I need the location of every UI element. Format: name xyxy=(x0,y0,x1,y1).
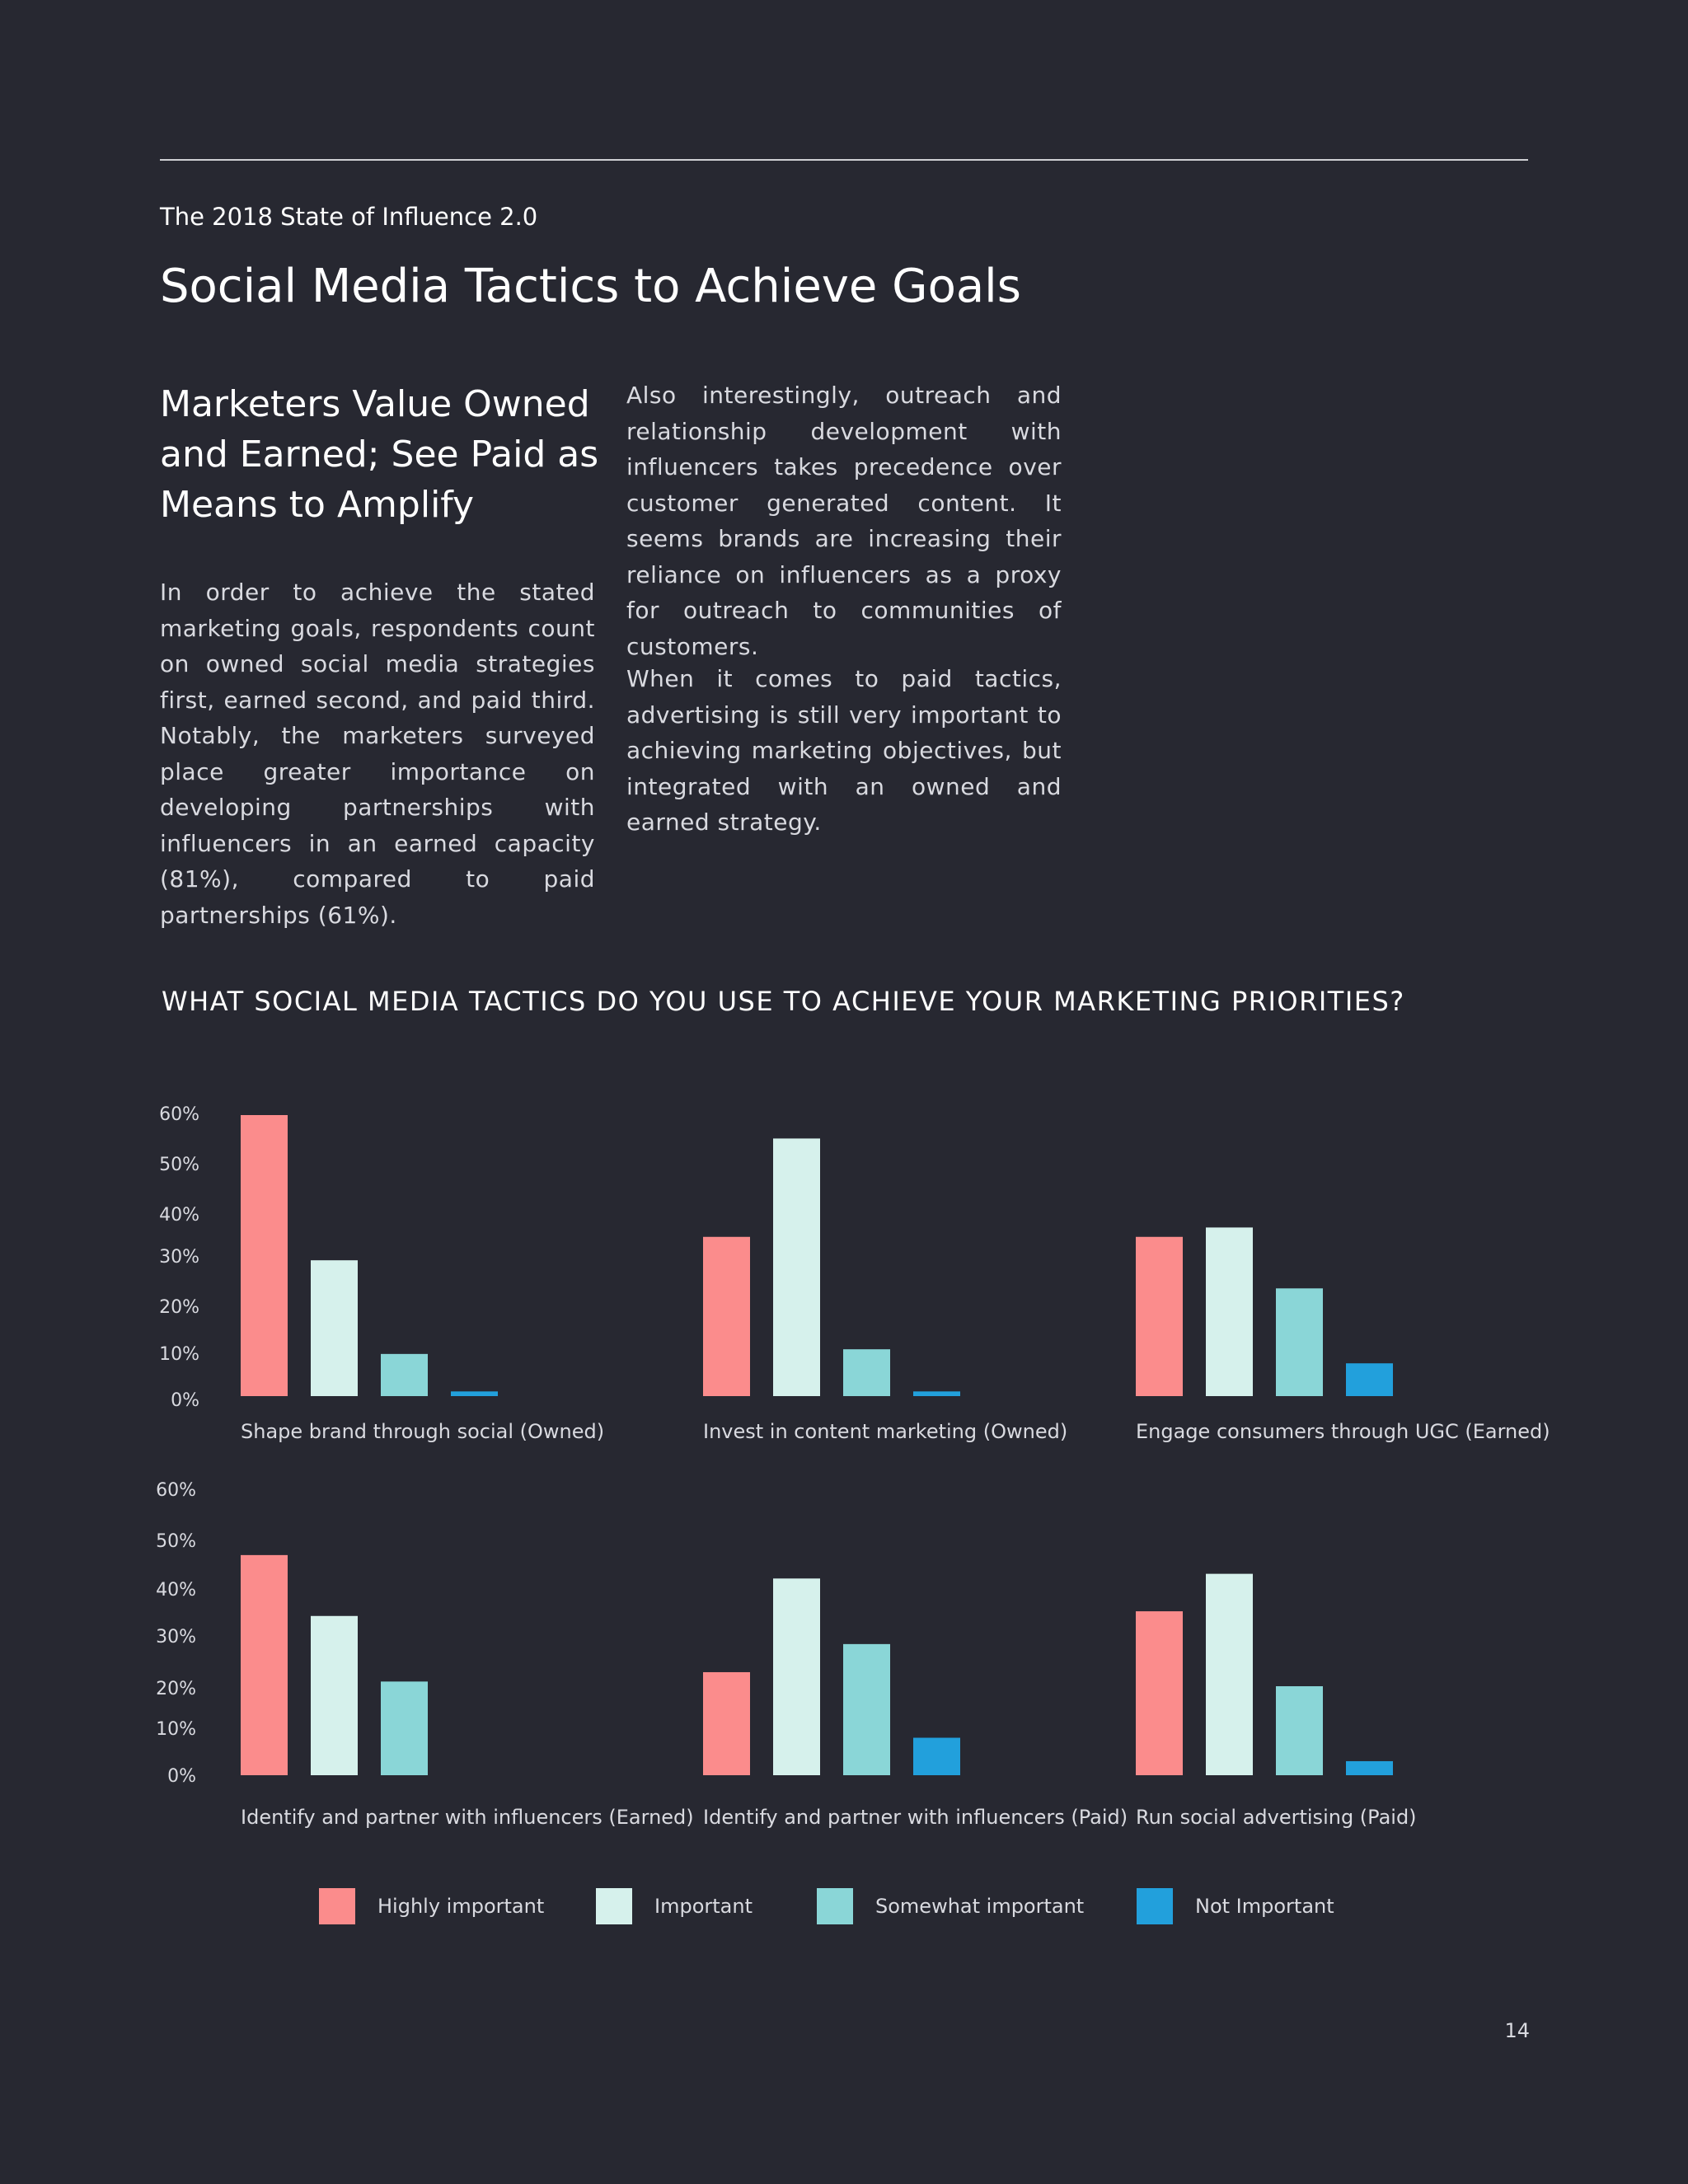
category-label: Engage consumers through UGC (Earned) xyxy=(1136,1420,1550,1443)
article-paragraph-right-1: Also interestingly, outreach and relatio… xyxy=(626,382,1062,660)
y-tick-label: 60% xyxy=(156,1480,196,1501)
page-title: Social Media Tactics to Achieve Goals xyxy=(160,260,1021,313)
bar-highly-important xyxy=(703,1236,750,1396)
chart-question: WHAT SOCIAL MEDIA TACTICS DO YOU USE TO … xyxy=(162,986,1405,1017)
article-paragraph-left: In order to achieve the stated marketing… xyxy=(160,579,595,929)
bar-somewhat-important xyxy=(381,1681,428,1775)
bar-highly-important xyxy=(241,1554,288,1775)
bar-somewhat-important xyxy=(843,1349,890,1396)
legend-swatch-important xyxy=(596,1888,632,1924)
y-tick-label: 20% xyxy=(159,1297,199,1318)
bar-somewhat-important xyxy=(1276,1686,1323,1775)
legend-label-not-important: Not Important xyxy=(1195,1895,1334,1918)
page-number: 14 xyxy=(1504,2019,1530,2042)
bar-not-important xyxy=(1346,1363,1393,1396)
legend-label-highly-important: Highly important xyxy=(377,1895,545,1918)
y-tick-label: 50% xyxy=(159,1155,199,1175)
chart-legend: Highly important Important Somewhat impo… xyxy=(0,1887,1688,1925)
legend-item-highly-important: Highly important xyxy=(319,1887,544,1925)
bar-not-important xyxy=(1346,1760,1393,1775)
y-tick-label: 20% xyxy=(156,1679,196,1699)
article-subhead: Marketers Value Owned and Earned; See Pa… xyxy=(160,383,599,526)
bar-important xyxy=(311,1260,358,1396)
category-label: Identify and partner with influencers (P… xyxy=(703,1806,1128,1829)
category-label: Invest in content marketing (Owned) xyxy=(703,1420,1067,1443)
bar-highly-important xyxy=(1136,1611,1183,1775)
legend-label-somewhat-important: Somewhat important xyxy=(875,1895,1085,1918)
y-tick-label: 40% xyxy=(156,1580,196,1601)
y-tick-label: 10% xyxy=(159,1344,199,1365)
y-tick-label: 0% xyxy=(171,1390,199,1411)
article-paragraph-right-2: When it comes to paid tactics, advertisi… xyxy=(626,665,1062,836)
bar-somewhat-important xyxy=(381,1353,428,1396)
y-tick-label: 30% xyxy=(159,1247,199,1268)
y-tick-label: 30% xyxy=(156,1627,196,1647)
bar-highly-important xyxy=(241,1115,288,1396)
bar-not-important xyxy=(913,1391,960,1396)
header-divider xyxy=(160,159,1528,161)
y-tick-label: 0% xyxy=(167,1766,196,1787)
bar-highly-important xyxy=(703,1671,750,1775)
y-tick-label: 50% xyxy=(156,1531,196,1552)
bar-not-important xyxy=(451,1391,498,1396)
report-title: The 2018 State of Influence 2.0 xyxy=(160,203,538,231)
legend-item-somewhat-important: Somewhat important xyxy=(817,1887,1084,1925)
legend-label-important: Important xyxy=(654,1895,753,1918)
legend-swatch-somewhat-important xyxy=(817,1888,853,1924)
bar-important xyxy=(773,1578,820,1775)
bar-important xyxy=(773,1138,820,1396)
bar-important xyxy=(1206,1227,1253,1396)
y-tick-label: 40% xyxy=(159,1205,199,1226)
legend-swatch-not-important xyxy=(1137,1888,1173,1924)
legend-swatch-highly-important xyxy=(319,1888,355,1924)
legend-item-not-important: Not Important xyxy=(1137,1887,1334,1925)
category-label: Run social advertising (Paid) xyxy=(1136,1806,1417,1829)
y-tick-label: 10% xyxy=(156,1719,196,1740)
bar-important xyxy=(311,1615,358,1775)
bar-somewhat-important xyxy=(843,1643,890,1775)
bar-important xyxy=(1206,1573,1253,1775)
legend-item-important: Important xyxy=(596,1887,753,1925)
bar-not-important xyxy=(913,1737,960,1775)
bar-somewhat-important xyxy=(1276,1288,1323,1396)
category-label: Identify and partner with influencers (E… xyxy=(241,1806,694,1829)
bar-highly-important xyxy=(1136,1236,1183,1396)
category-label: Shape brand through social (Owned) xyxy=(241,1420,604,1443)
y-tick-label: 60% xyxy=(159,1104,199,1125)
